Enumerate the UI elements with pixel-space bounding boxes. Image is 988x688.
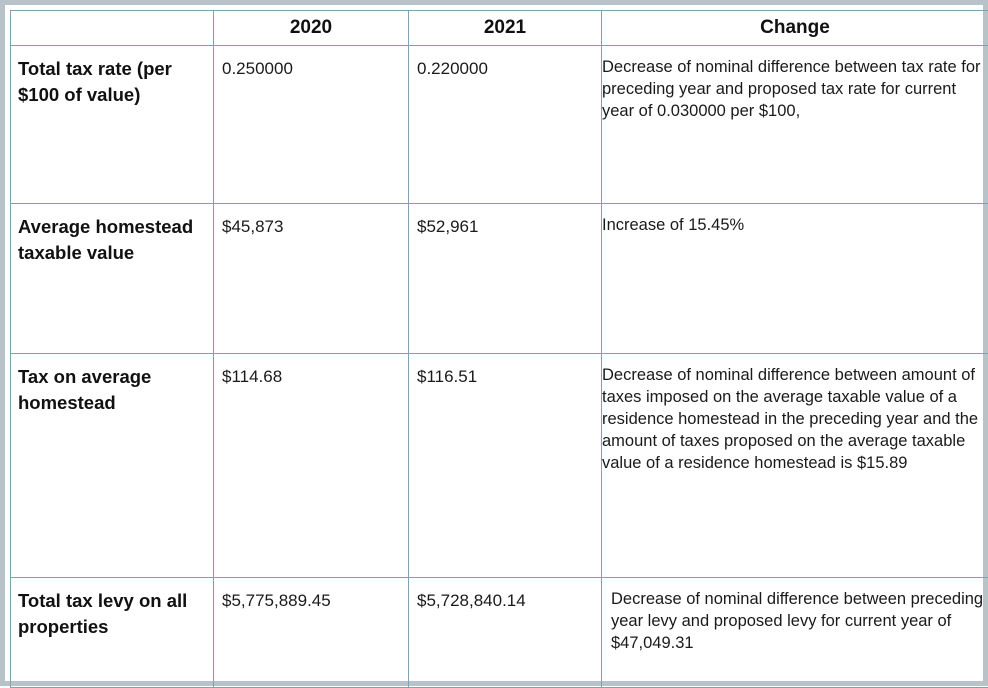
- change-text: Decrease of nominal difference between p…: [602, 578, 988, 688]
- change-text: Increase of 15.45%: [602, 204, 988, 354]
- value-2020: $45,873: [214, 204, 409, 354]
- row-label: Total tax rate (per $100 of value): [11, 46, 214, 204]
- header-blank: [11, 11, 214, 46]
- table-row: Tax on average homestead $114.68 $116.51…: [11, 354, 988, 578]
- header-change: Change: [602, 11, 988, 46]
- change-text: Decrease of nominal difference between t…: [602, 46, 988, 204]
- header-2020: 2020: [214, 11, 409, 46]
- table-row: Total tax levy on all properties $5,775,…: [11, 578, 988, 688]
- value-2021: $52,961: [409, 204, 602, 354]
- header-2021: 2021: [409, 11, 602, 46]
- value-2021: $116.51: [409, 354, 602, 578]
- tax-rate-table: 2020 2021 Change Total tax rate (per $10…: [10, 10, 988, 688]
- row-label: Average homestead taxable value: [11, 204, 214, 354]
- table-row: Average homestead taxable value $45,873 …: [11, 204, 988, 354]
- row-label: Tax on average homestead: [11, 354, 214, 578]
- table-header-row: 2020 2021 Change: [11, 11, 988, 46]
- value-2021: $5,728,840.14: [409, 578, 602, 688]
- change-text: Decrease of nominal difference between a…: [602, 354, 988, 578]
- value-2020: 0.250000: [214, 46, 409, 204]
- value-2020: $5,775,889.45: [214, 578, 409, 688]
- row-label: Total tax levy on all properties: [11, 578, 214, 688]
- value-2020: $114.68: [214, 354, 409, 578]
- table-row: Total tax rate (per $100 of value) 0.250…: [11, 46, 988, 204]
- value-2021: 0.220000: [409, 46, 602, 204]
